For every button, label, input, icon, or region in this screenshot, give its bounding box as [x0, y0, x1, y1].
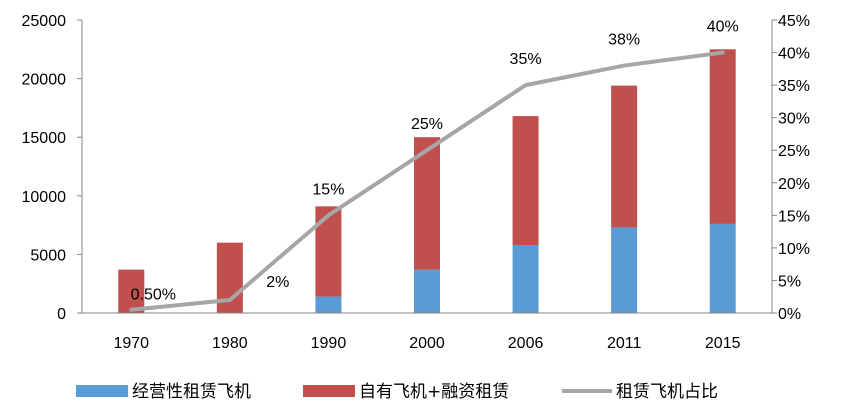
bar-operating-lease-2006 [512, 245, 539, 313]
x-tick-label: 2006 [508, 335, 544, 352]
right-tick-label: 15% [778, 208, 810, 225]
right-tick-label: 25% [778, 143, 810, 160]
data-label-1990: 15% [312, 181, 344, 198]
right-tick-label: 30% [778, 111, 810, 128]
left-tick-label: 10000 [22, 189, 67, 206]
right-tick-label: 0% [778, 306, 801, 323]
data-label-2000: 25% [411, 116, 443, 133]
data-label-1970: 0.50% [131, 287, 176, 304]
bar-operating-lease-2011 [611, 227, 638, 313]
data-label-2011: 38% [608, 32, 640, 49]
bar-operating-lease-1990 [315, 296, 342, 313]
bars-layer [118, 49, 736, 313]
right-tick-label: 35% [778, 78, 810, 95]
right-tick-label: 10% [778, 241, 810, 258]
left-tick-label: 25000 [22, 13, 67, 30]
right-tick-label: 5% [778, 273, 801, 290]
left-tick-label: 15000 [22, 130, 67, 147]
line-point-2006 [525, 84, 527, 86]
bar-owned-finance-2011 [611, 85, 638, 228]
line-point-1970 [130, 309, 132, 311]
left-tick-label: 0 [57, 306, 66, 323]
data-label-2006: 35% [510, 51, 542, 68]
bar-owned-finance-1970 [118, 269, 145, 313]
legend-owned-finance-label: 自有飞机+融资租赁 [359, 382, 509, 402]
legend-operating-lease-swatch [76, 385, 128, 397]
bar-owned-finance-2006 [512, 116, 539, 246]
share-line-layer [129, 50, 725, 312]
x-tick-label: 2000 [409, 335, 445, 352]
line-point-2000 [426, 149, 428, 151]
line-point-2015 [722, 52, 724, 54]
line-point-1980 [229, 299, 231, 301]
bar-owned-finance-2000 [414, 137, 440, 270]
bar-operating-lease-2015 [709, 223, 736, 313]
legend-owned-finance-swatch [303, 385, 355, 397]
right-tick-label: 45% [778, 13, 810, 30]
x-tick-label: 1970 [113, 335, 149, 352]
left-tick-label: 5000 [30, 247, 66, 264]
x-tick-label: 2015 [705, 335, 741, 352]
data-labels-layer: 0.50% 2% 15% 25% 35% 38% 40% [131, 19, 739, 304]
left-tick-label: 20000 [22, 72, 67, 89]
x-tick-label: 1990 [311, 335, 347, 352]
data-label-1980: 2% [266, 274, 289, 291]
x-tick-label: 2011 [607, 335, 642, 352]
legend: 经营性租赁飞机 自有飞机+融资租赁 租赁飞机占比 [76, 382, 718, 402]
bar-owned-finance-2015 [709, 49, 736, 224]
line-point-1990 [327, 214, 329, 216]
bar-operating-lease-2000 [414, 269, 440, 313]
legend-operating-lease-label: 经营性租赁飞机 [132, 382, 251, 402]
line-point-2011 [623, 65, 625, 67]
right-tick-label: 20% [778, 176, 810, 193]
legend-lease-share-label: 租赁飞机占比 [616, 382, 718, 402]
bar-owned-finance-1990 [315, 206, 342, 297]
axes-layer: 0 5000 10000 15000 20000 25000 0% 5% 10% 15% 20% 25… [22, 13, 811, 352]
data-label-2015: 40% [707, 19, 739, 36]
x-tick-label: 1980 [212, 335, 248, 352]
right-tick-label: 40% [778, 46, 810, 63]
